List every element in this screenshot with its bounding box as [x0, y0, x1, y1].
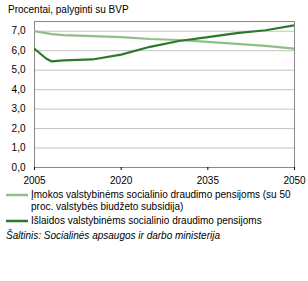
- svg-text:2005: 2005: [23, 175, 46, 186]
- html-text:Šaltinis: Socialinės apsaugos: Šaltinis: Socialinės apsaugos ir darbo m…: [6, 230, 220, 241]
- svg-text:7,0: 7,0: [12, 25, 26, 36]
- svg-text:4,0: 4,0: [12, 84, 26, 95]
- svg-text:3,0: 3,0: [12, 103, 26, 114]
- html-text:Išlaidos valstybinėms socialin: Išlaidos valstybinėms socialinio draudim…: [31, 215, 262, 226]
- svg-text:2035: 2035: [197, 175, 220, 186]
- svg-text:2,0: 2,0: [12, 123, 26, 134]
- svg-text:1,0: 1,0: [12, 142, 26, 153]
- html-text:Įmokos valstybinėms socialinio: Įmokos valstybinėms socialinio draudimo …: [31, 189, 291, 212]
- html-text:Procentai, palyginti su BVP: Procentai, palyginti su BVP: [8, 4, 129, 15]
- svg-text:5,0: 5,0: [12, 64, 26, 75]
- svg-text:6,0: 6,0: [12, 45, 26, 56]
- svg-text:0,0: 0,0: [12, 162, 26, 173]
- svg-text:2050: 2050: [283, 175, 306, 186]
- svg-text:2020: 2020: [110, 175, 133, 186]
